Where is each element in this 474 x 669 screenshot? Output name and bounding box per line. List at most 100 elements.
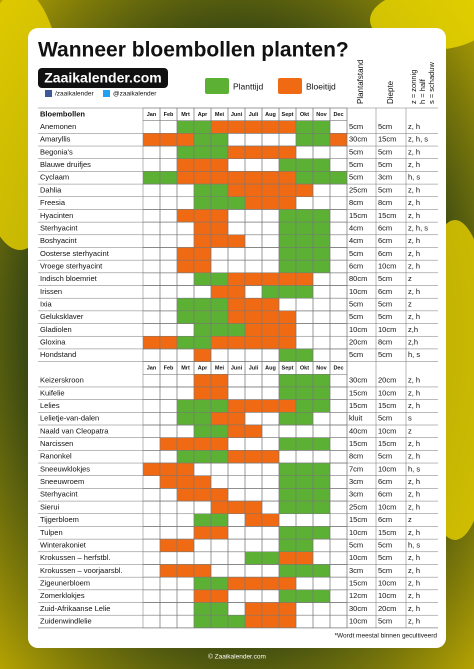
period-cell [194,450,211,464]
period-cell [177,310,194,324]
bulb-name: Hondstand [40,350,76,359]
period-cell [228,234,245,248]
period-cell [194,475,211,489]
period-cell [177,450,194,464]
light-value: z, h [408,211,420,220]
period-cell [279,539,296,552]
period-cell [313,488,330,502]
period-cell [194,488,211,502]
footer: © Zaaikalender.com [208,653,266,661]
period-cell [313,386,330,400]
depth-value: 15cm [378,439,396,448]
depth-value: 5cm [378,350,392,359]
month-label: Juni [231,365,243,371]
depth-value: 5cm [378,147,392,156]
period-cell [296,158,313,172]
light-value: h, s [408,350,420,359]
period-cell [177,171,194,185]
period-cell [228,310,245,324]
period-cell [177,564,194,578]
period-cell [296,120,313,134]
spacing-value: 7cm [349,464,363,473]
depth-value: 6cm [378,490,392,499]
period-cell [245,272,262,286]
period-cell [194,513,211,527]
month-label: Apr [198,112,208,118]
period-cell [296,285,313,299]
period-cell [262,323,279,337]
period-cell [211,577,228,590]
period-cell [262,336,279,349]
spacing-value: 3cm [349,490,363,499]
depth-value: 10cm [378,464,396,473]
column-header: Plantafstand [356,60,365,104]
depth-value: 20cm [378,604,396,613]
period-cell [279,323,296,337]
period-cell [177,133,194,147]
spacing-value: 25cm [349,502,367,511]
light-value: h, s [408,173,420,182]
period-cell [279,234,296,248]
period-cell [279,589,296,603]
month-label: Mei [215,112,225,118]
light-value: z, h [408,236,420,245]
footnote: *Wordt meestal binnen gecultiveerd [335,633,438,640]
month-label: Jan [147,365,157,371]
month-label: Okt [300,365,309,371]
period-cell [296,272,313,286]
period-cell [245,425,262,438]
period-cell [194,602,211,616]
period-cell [211,209,228,223]
period-cell [296,374,313,387]
period-cell [194,133,211,147]
period-cell [279,171,296,185]
period-cell [211,374,228,387]
period-cell [211,488,228,502]
column-header: Diepte [386,80,395,104]
period-cell [245,399,262,413]
bulb-name: Vroege sterhyacint [40,261,103,270]
bulb-name: Krokussen – herfstbl. [40,553,110,562]
period-cell [296,209,313,223]
bulb-name: Kuifelie [40,388,65,397]
depth-value: 15cm [378,528,396,537]
spacing-value: 5cm [349,540,363,549]
spacing-value: 80cm [349,274,367,283]
period-cell [211,450,228,464]
light-value: z, h [408,198,420,207]
bulb-name: Cyclaam [40,173,69,182]
bulb-name: Narcissen [40,439,73,448]
month-label: Jan [147,112,157,118]
period-cell [296,348,313,362]
period-cell [194,196,211,210]
spacing-value: 15cm [349,211,367,220]
period-cell [228,577,245,590]
depth-value: 5cm [378,274,392,283]
title: Wanneer bloembollen planten? [38,39,349,62]
bulb-name: Sierui [40,502,60,511]
period-cell [194,260,211,273]
period-cell [211,412,228,425]
light-value: z [408,300,412,309]
period-cell [211,120,228,134]
spacing-value: 5cm [349,147,363,156]
light-value: z, h [408,312,420,321]
period-cell [194,184,211,197]
period-cell [262,196,279,210]
period-cell [160,463,177,476]
spacing-value: 30cm [349,376,367,385]
light-value: z, h [408,388,420,397]
light-value: z, h [408,591,420,600]
spacing-value: 4cm [349,223,363,232]
light-value: z, h [408,439,420,448]
period-cell [194,374,211,387]
period-cell [296,234,313,248]
spacing-value: 15cm [349,578,367,587]
period-cell [296,488,313,502]
period-cell [228,272,245,286]
spacing-value: 40cm [349,426,367,435]
period-cell [194,577,211,590]
logo: Zaaikalender.com [44,70,162,86]
period-cell [211,399,228,413]
